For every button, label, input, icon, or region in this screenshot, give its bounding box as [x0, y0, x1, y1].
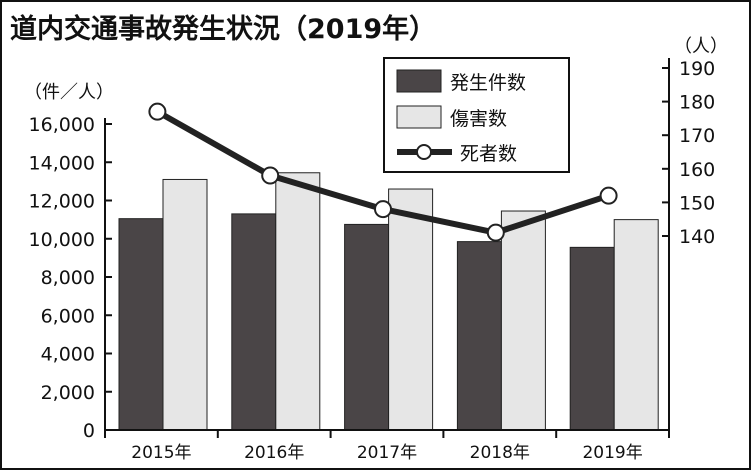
x-axis: 2015年 2016年 2017年 2018年 2019年	[104, 429, 670, 463]
incidents-bar	[456, 241, 502, 431]
left-tick-label: 12,000	[29, 191, 95, 213]
x-tick-label: 2019年	[582, 443, 642, 463]
x-tick-label: 2018年	[470, 443, 530, 463]
left-axis: 0 2,000 4,000 6,000 8,000 10,000 12,000 14,000 1…	[29, 114, 112, 442]
injuries-bar	[613, 219, 659, 431]
deaths-point	[599, 186, 618, 205]
legend-swatch-injuries	[396, 105, 442, 129]
legend-label-injuries: 傷害数	[450, 108, 507, 130]
deaths-line	[148, 102, 618, 242]
left-axis-unit: （件／人）	[24, 82, 114, 103]
right-tick-label: 190	[679, 58, 715, 80]
chart-title: 道内交通事故発生状況（2019年）	[10, 13, 436, 45]
deaths-point	[374, 200, 392, 219]
x-tick-label: 2015年	[131, 443, 191, 463]
right-axis-unit: （人）	[674, 36, 728, 57]
injuries-bar	[500, 210, 546, 431]
left-tick-label: 0	[83, 420, 95, 442]
left-tick-label: 4,000	[41, 344, 95, 366]
legend-label-incidents: 発生件数	[450, 72, 526, 94]
incidents-bar	[231, 213, 277, 431]
left-tick-label: 10,000	[29, 229, 95, 251]
left-tick-label: 14,000	[29, 152, 95, 174]
incidents-bar	[569, 246, 615, 431]
right-tick-label: 180	[679, 92, 715, 114]
x-tick-label: 2016年	[244, 443, 304, 463]
left-tick-label: 16,000	[29, 114, 95, 136]
left-tick-label: 6,000	[41, 305, 95, 327]
legend-marker-deaths	[416, 144, 432, 160]
right-tick-label: 170	[679, 125, 715, 147]
legend-label-deaths: 死者数	[460, 143, 517, 165]
legend-swatch-incidents	[396, 69, 442, 93]
incidents-bar	[344, 223, 390, 431]
right-tick-label: 140	[679, 226, 715, 248]
injuries-bar	[275, 172, 321, 431]
deaths-point	[148, 102, 167, 121]
x-tick-label: 2017年	[357, 443, 417, 463]
deaths-point	[486, 223, 505, 242]
right-tick-label: 160	[679, 159, 715, 181]
right-tick-label: 150	[679, 192, 715, 214]
injuries-bar	[162, 178, 208, 431]
left-tick-label: 2,000	[41, 382, 95, 404]
right-axis: 140 150 160 170 180 190	[662, 58, 715, 430]
deaths-point	[261, 166, 280, 185]
left-tick-label: 8,000	[41, 267, 95, 289]
incidents-bar	[118, 218, 164, 431]
legend: 発生件数 傷害数 死者数	[383, 57, 570, 173]
injuries-bar	[388, 188, 434, 431]
bars	[118, 172, 659, 431]
